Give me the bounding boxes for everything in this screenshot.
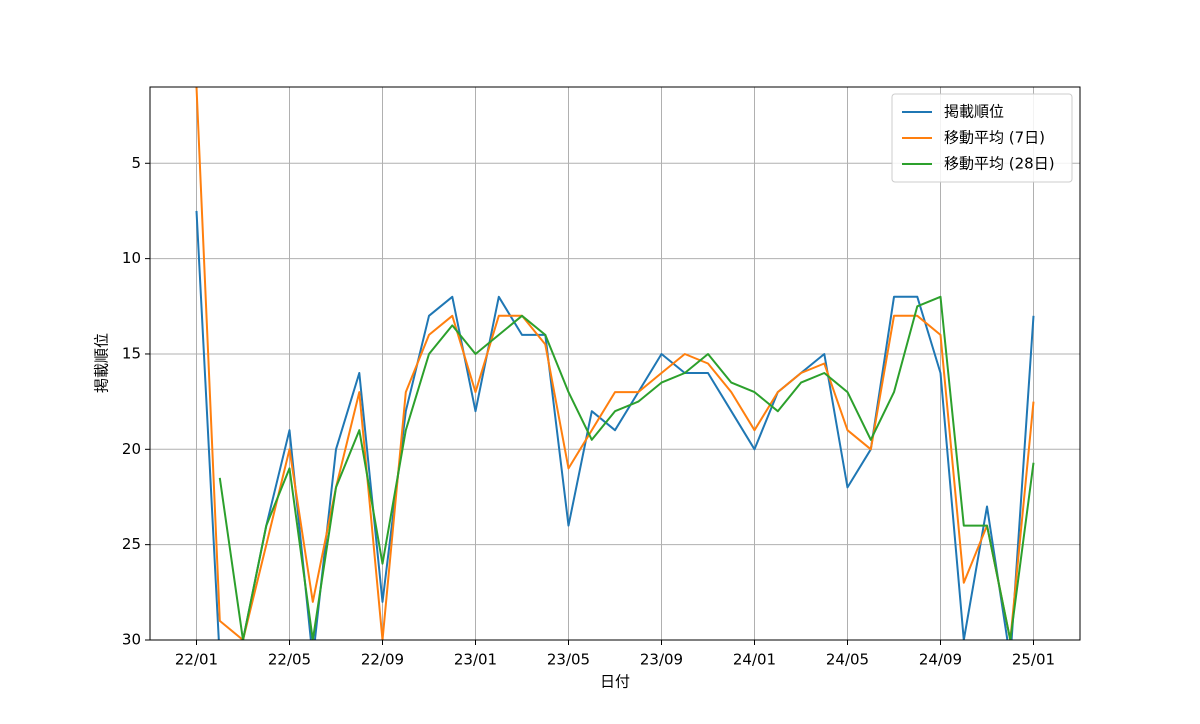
x-axis-label: 日付 <box>600 673 630 691</box>
x-tick-label: 24/01 <box>733 651 776 669</box>
series-line <box>195 210 1035 640</box>
y-tick-label: 5 <box>131 154 141 172</box>
legend-box <box>891 93 1073 183</box>
x-tick-label: 22/09 <box>361 651 404 669</box>
x-tick-label: 23/05 <box>547 651 590 669</box>
legend-label: 移動平均 (28日) <box>944 155 1055 173</box>
x-tick-label: 24/09 <box>919 651 962 669</box>
x-tick-label: 23/09 <box>640 651 683 669</box>
x-tick-label: 24/05 <box>826 651 869 669</box>
x-tick-label: 22/05 <box>268 651 311 669</box>
x-tick-label: 25/01 <box>1012 651 1055 669</box>
y-tick-label: 10 <box>122 249 141 267</box>
y-axis-label: 掲載順位 <box>93 333 111 393</box>
x-tick-label: 22/01 <box>175 651 218 669</box>
legend-label: 移動平均 (7日) <box>944 129 1045 147</box>
series-line <box>218 295 1035 640</box>
y-tick-label: 30 <box>122 631 141 649</box>
y-tick-label: 20 <box>122 440 141 458</box>
y-tick-label: 15 <box>122 344 141 362</box>
x-tick-label: 23/01 <box>454 651 497 669</box>
legend-label: 掲載順位 <box>944 103 1004 121</box>
plot-frame <box>149 86 1081 641</box>
y-tick-label: 25 <box>122 535 141 553</box>
